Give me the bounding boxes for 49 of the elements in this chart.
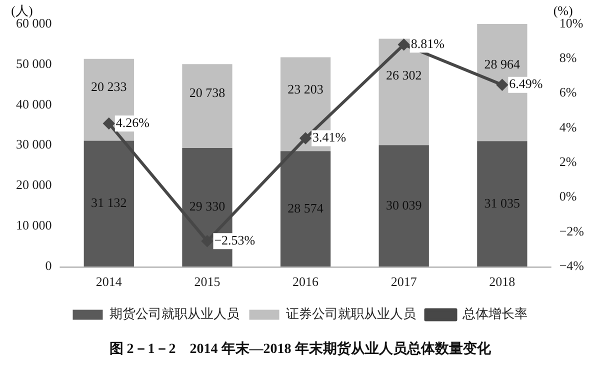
data-label: 23 203 <box>288 82 324 97</box>
data-label: 3.41% <box>312 130 346 145</box>
y-tick-label: 30 000 <box>16 136 52 152</box>
legend-label: 证券公司就职从业人员 <box>286 306 416 322</box>
point <box>103 118 114 129</box>
point <box>398 39 410 50</box>
data-label: 28 964 <box>484 56 521 72</box>
data-label: 28 574 <box>288 200 324 216</box>
y-tick-label: 40 000 <box>16 96 52 112</box>
y-tick-label: 50 000 <box>16 56 52 71</box>
y2-tick-label: 8% <box>559 50 577 66</box>
legend-label: 期货公司就职从业人员 <box>109 306 240 322</box>
bar <box>280 151 331 267</box>
data-label: 20 738 <box>189 84 226 100</box>
point <box>300 132 312 144</box>
bar <box>378 145 429 267</box>
point <box>202 236 213 247</box>
x-tick-label: 2014 <box>96 274 122 289</box>
y-axis-title: (人) <box>11 2 33 18</box>
data-label: 20 233 <box>91 78 127 94</box>
data-label: 30 039 <box>386 197 422 212</box>
x-tick-label: 2017 <box>390 274 418 289</box>
bar <box>182 64 232 148</box>
y-tick-label: 20 000 <box>16 177 52 192</box>
data-label: 26 302 <box>386 67 422 82</box>
y2-tick-label: −2% <box>559 223 584 238</box>
point <box>496 79 508 90</box>
y-tick-label: 0 <box>45 258 52 274</box>
y2-tick-label: 4% <box>559 119 577 134</box>
y2-tick-label: 6% <box>559 84 577 100</box>
y2-tick-label: −4% <box>559 258 584 274</box>
y-tick-label: 10 000 <box>16 218 52 233</box>
y2-tick-label: 2% <box>559 154 577 170</box>
bar <box>84 140 134 267</box>
text: 图 2－1－2 2014 年末—2018 年末期货从业人员总体数量变化 <box>109 340 492 358</box>
data-label: 4.26% <box>116 114 150 130</box>
x-tick-label: 2018 <box>489 274 516 289</box>
x-tick-label: 2015 <box>194 274 220 289</box>
bar <box>477 141 528 267</box>
data-label: 31 035 <box>484 195 520 210</box>
legend-label: 总体增长率 <box>461 306 528 322</box>
data-label: 6.49% <box>509 76 543 92</box>
data-label: −2.53% <box>214 232 256 248</box>
data-label: 31 132 <box>91 195 127 210</box>
x-tick-label: 2016 <box>292 274 320 289</box>
y2-tick-label: 0% <box>559 188 577 204</box>
data-label: 29 330 <box>189 198 226 214</box>
data-label: 8.81% <box>410 36 445 52</box>
y2-axis-title: (%) <box>553 2 573 18</box>
